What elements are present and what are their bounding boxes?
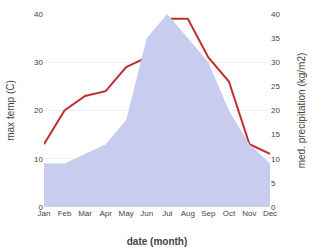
svg-text:Aug: Aug (181, 209, 195, 218)
svg-text:5: 5 (271, 179, 276, 188)
svg-text:date (month): date (month) (127, 236, 188, 247)
svg-text:Feb: Feb (58, 209, 72, 218)
svg-text:Nov: Nov (242, 209, 256, 218)
svg-text:May: May (119, 209, 134, 218)
svg-text:25: 25 (271, 82, 280, 91)
svg-text:35: 35 (271, 34, 280, 43)
svg-text:Apr: Apr (99, 209, 112, 218)
svg-text:Mar: Mar (78, 209, 92, 218)
svg-text:10: 10 (271, 155, 280, 164)
svg-text:Jan: Jan (38, 209, 51, 218)
svg-text:20: 20 (34, 106, 43, 115)
svg-text:max temp (C): max temp (C) (5, 80, 16, 141)
svg-text:40: 40 (34, 10, 43, 19)
svg-text:10: 10 (34, 155, 43, 164)
svg-text:Jun: Jun (140, 209, 153, 218)
svg-text:Dec: Dec (263, 209, 277, 218)
svg-text:Sep: Sep (201, 209, 216, 218)
svg-text:Jul: Jul (162, 209, 172, 218)
svg-text:40: 40 (271, 10, 280, 19)
svg-text:30: 30 (34, 58, 43, 67)
svg-text:0: 0 (271, 203, 276, 212)
svg-text:med. precipitation (kg/m2): med. precipitation (kg/m2) (296, 53, 307, 169)
svg-text:0: 0 (39, 203, 44, 212)
svg-text:15: 15 (271, 130, 280, 139)
svg-text:30: 30 (271, 58, 280, 67)
svg-text:Oct: Oct (223, 209, 236, 218)
svg-text:20: 20 (271, 106, 280, 115)
